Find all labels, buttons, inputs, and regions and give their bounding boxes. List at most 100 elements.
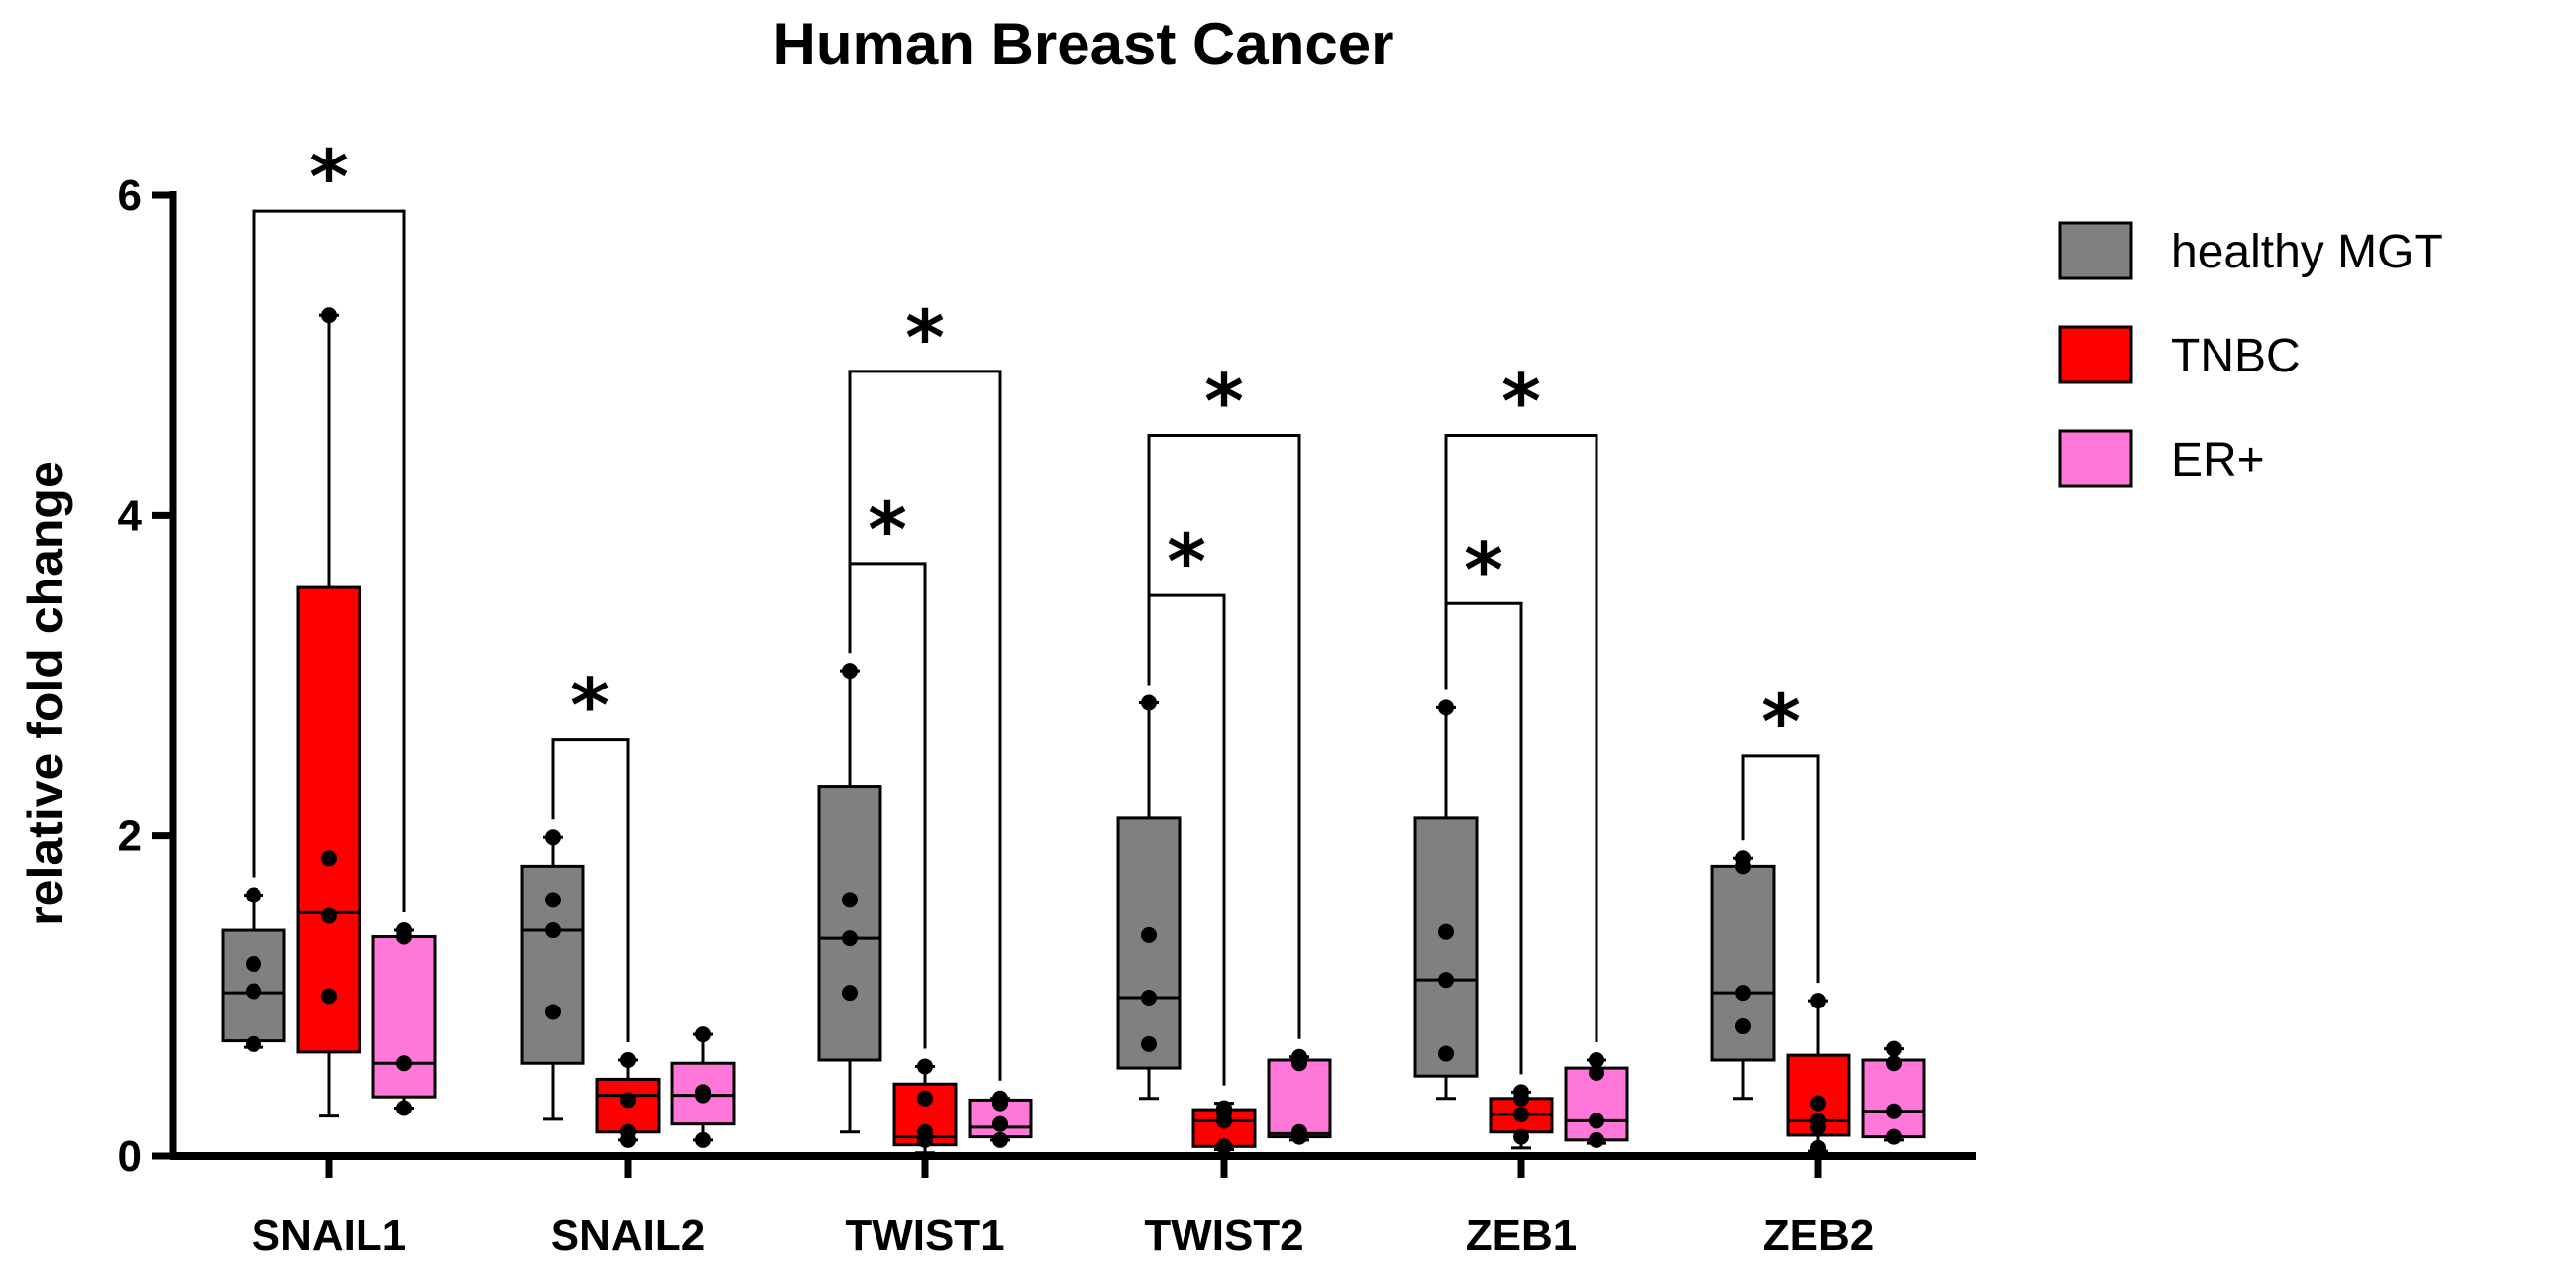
- data-point: [396, 922, 412, 939]
- data-point: [1886, 1040, 1902, 1057]
- sig-bracket-zeb1-er: *: [1444, 358, 1598, 1042]
- data-point: [1589, 1052, 1604, 1068]
- data-point: [1438, 1045, 1454, 1062]
- bracket-line: [848, 370, 1002, 1081]
- sig-bracket-twist1-er: *: [848, 293, 1002, 1081]
- y-tick-label: 6: [118, 171, 142, 220]
- significance-brackets: * * * * * * * * *: [252, 133, 1820, 1086]
- significance-star: *: [905, 293, 945, 381]
- significance-star: *: [1501, 358, 1541, 446]
- data-point: [1810, 993, 1826, 1009]
- legend-swatch: [2058, 429, 2133, 488]
- data-point: [695, 1026, 711, 1043]
- axes: 0 2 4 6 SNAIL1 SNAIL2 TWIST1 TWIST2 ZEB1 ZEB2: [118, 171, 1976, 1260]
- data-point: [1589, 1064, 1604, 1081]
- significance-star: *: [1204, 358, 1244, 446]
- data-point: [1141, 694, 1157, 711]
- data-point: [1141, 926, 1157, 943]
- data-point: [1513, 1084, 1529, 1101]
- box-body: [595, 1077, 661, 1134]
- box-tnbc-snail1: [296, 307, 361, 1118]
- data-point: [695, 1131, 711, 1148]
- box-healthy-mgt-zeb2: [1710, 850, 1776, 1101]
- data-point: [545, 829, 561, 846]
- data-point: [1438, 923, 1454, 940]
- data-point: [695, 1084, 711, 1101]
- box-healthy-mgt-snail1: [221, 887, 286, 1052]
- data-point: [1735, 1018, 1751, 1035]
- significance-star: *: [309, 133, 349, 221]
- data-point: [321, 907, 337, 924]
- data-point: [1886, 1128, 1902, 1145]
- significance-star: *: [570, 662, 610, 750]
- sig-bracket-snail1-er: *: [252, 133, 406, 913]
- box-body: [1267, 1058, 1332, 1139]
- data-point: [842, 892, 858, 908]
- data-point: [842, 663, 858, 680]
- legend-swatch: [2058, 325, 2133, 384]
- legend-item-healthy-mgt: healthy MGT: [2058, 221, 2443, 280]
- data-point: [1141, 1035, 1157, 1052]
- data-point: [246, 983, 261, 1000]
- box-healthy-mgt-twist1: [817, 663, 882, 1134]
- box-tnbc-twist1: [892, 1058, 958, 1155]
- data-point: [842, 930, 858, 947]
- box-tnbc-zeb2: [1786, 993, 1851, 1156]
- box-er-twist1: [968, 1090, 1033, 1148]
- data-point: [992, 1090, 1008, 1107]
- box-body: [1861, 1058, 1926, 1139]
- boxes: [221, 307, 1926, 1156]
- data-point: [1886, 1103, 1902, 1119]
- y-tick-label: 0: [118, 1132, 142, 1181]
- box-body: [817, 785, 882, 1062]
- chart-title: Human Breast Cancer: [773, 11, 1394, 77]
- data-point: [321, 850, 337, 867]
- data-point: [321, 307, 337, 324]
- data-point: [545, 1004, 561, 1020]
- box-healthy-mgt-snail2: [520, 829, 585, 1121]
- box-healthy-mgt-twist2: [1116, 694, 1182, 1101]
- data-point: [917, 1090, 933, 1107]
- data-point: [545, 922, 561, 939]
- data-point: [620, 1052, 636, 1068]
- y-axis-label: relative fold change: [18, 461, 73, 926]
- box-healthy-mgt-zeb1: [1413, 699, 1479, 1101]
- data-point: [917, 1123, 933, 1140]
- data-point: [992, 1131, 1008, 1148]
- box-tnbc-zeb1: [1489, 1084, 1554, 1150]
- data-point: [1886, 1055, 1902, 1072]
- data-point: [246, 1035, 261, 1052]
- data-point: [842, 985, 858, 1002]
- legend-item-er: ER+: [2058, 429, 2265, 488]
- box-tnbc-twist2: [1191, 1100, 1257, 1155]
- x-tick-label-snail1: SNAIL1: [252, 1212, 406, 1260]
- sig-bracket-snail2-tnbc: *: [551, 662, 630, 1042]
- bracket-line: [252, 209, 406, 913]
- box-body: [371, 935, 437, 1099]
- data-point: [545, 892, 561, 908]
- data-point: [1735, 850, 1751, 867]
- data-point: [620, 1092, 636, 1109]
- y-tick-label: 2: [118, 812, 142, 861]
- significance-star: *: [1761, 678, 1801, 766]
- box-er-snail2: [670, 1026, 736, 1148]
- data-point: [246, 956, 261, 972]
- bracket-line: [551, 738, 630, 1042]
- data-point: [396, 1055, 412, 1072]
- x-tick-label-twist2: TWIST2: [1144, 1212, 1303, 1260]
- data-point: [1589, 1113, 1604, 1129]
- data-point: [1438, 699, 1454, 716]
- data-point: [1291, 1123, 1307, 1140]
- bracket-line: [1444, 434, 1598, 1042]
- data-point: [1216, 1100, 1232, 1116]
- significance-star: *: [1167, 517, 1206, 605]
- data-point: [1438, 972, 1454, 989]
- x-tick-label-twist1: TWIST1: [845, 1212, 1004, 1260]
- data-point: [1513, 1128, 1529, 1145]
- data-point: [1810, 1113, 1826, 1129]
- box-tnbc-snail2: [595, 1052, 661, 1148]
- data-point: [246, 887, 261, 903]
- data-point: [620, 1123, 636, 1140]
- legend-swatch: [2058, 221, 2133, 280]
- y-tick-label: 4: [118, 491, 143, 540]
